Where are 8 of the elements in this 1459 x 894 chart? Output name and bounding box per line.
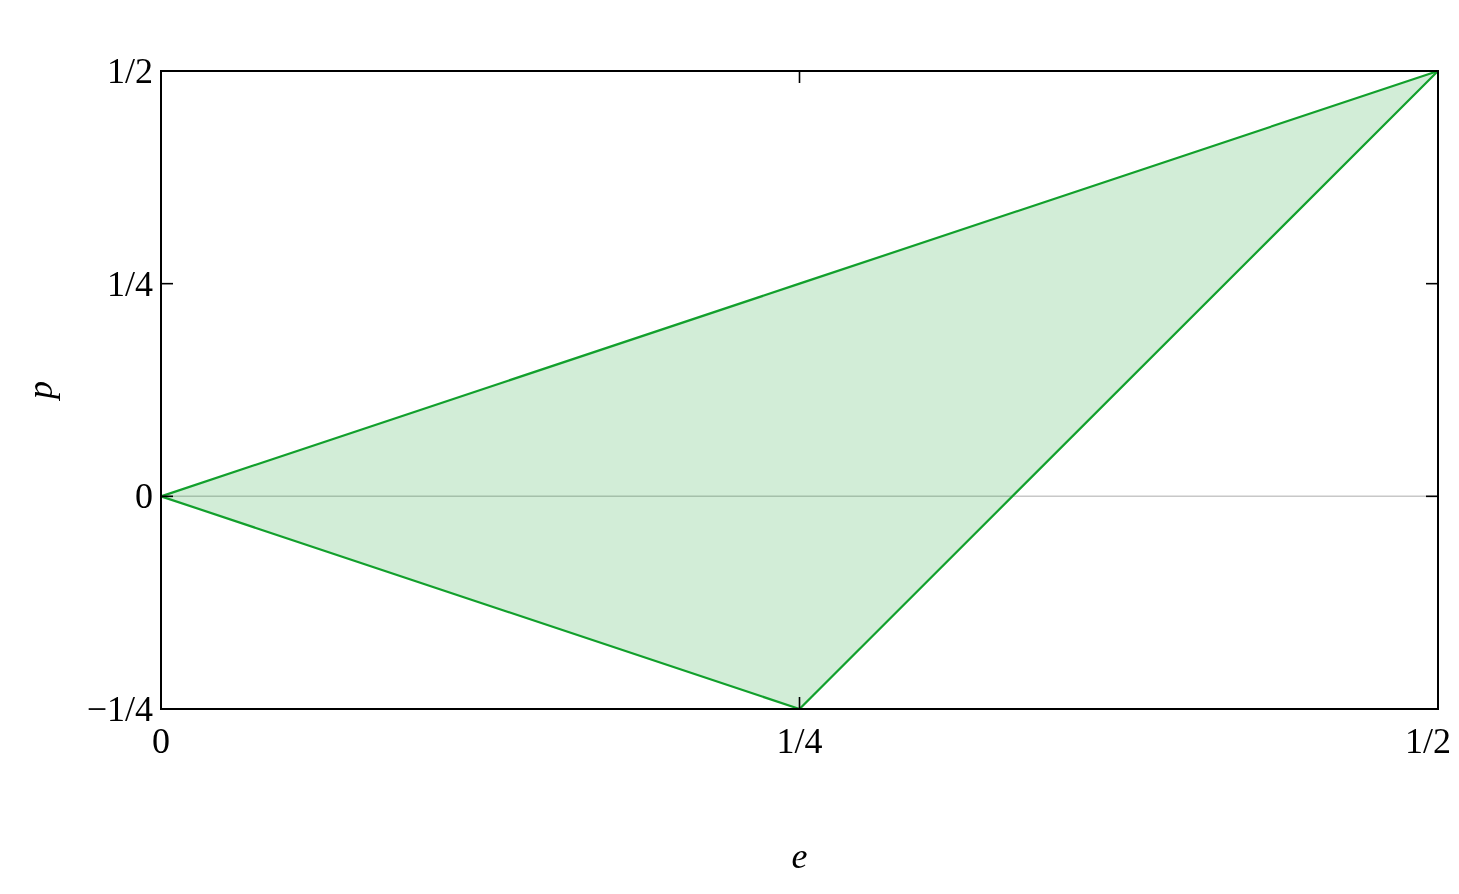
- x-axis-title: e: [791, 836, 808, 876]
- y-axis-title: p: [20, 381, 60, 402]
- y-tick-label: −1/4: [86, 689, 153, 729]
- y-tick-label: 1/2: [106, 51, 153, 91]
- x-tick-label: 1/4: [776, 721, 823, 761]
- x-tick-label: 1/2: [1404, 721, 1452, 761]
- y-tick-label: 0: [135, 476, 153, 517]
- y-tick-label: 1/4: [106, 263, 153, 304]
